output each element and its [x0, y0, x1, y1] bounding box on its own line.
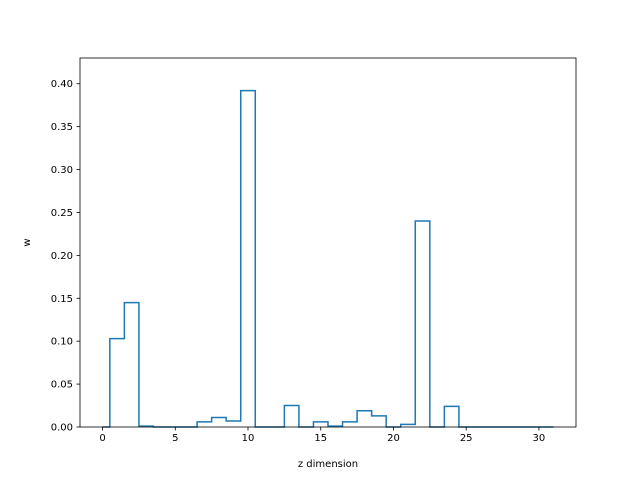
y-tick-label: 0.10 [51, 337, 73, 348]
y-axis-label: w [22, 238, 33, 246]
axes-frame [79, 57, 577, 428]
y-tick-label: 0.35 [51, 122, 73, 133]
x-tick-label: 15 [314, 433, 327, 444]
x-tick-label: 5 [172, 433, 178, 444]
y-tick-label: 0.30 [51, 165, 73, 176]
y-tick-label: 0.40 [51, 79, 73, 90]
x-tick-label: 25 [460, 433, 473, 444]
y-tick-label: 0.25 [51, 208, 73, 219]
x-axis: 0 5 10 15 20 25 30 [99, 427, 545, 444]
x-tick-label: 10 [242, 433, 255, 444]
x-axis-label: z dimension [298, 459, 358, 470]
y-tick-label: 0.15 [51, 294, 73, 305]
y-tick-label: 0.00 [51, 423, 73, 434]
y-tick-label: 0.05 [51, 380, 73, 391]
x-tick-label: 20 [387, 433, 400, 444]
x-tick-label: 0 [99, 433, 105, 444]
y-axis: 0.00 0.05 0.10 0.15 0.20 0.25 0.30 0.35 0.40 [51, 79, 80, 434]
y-tick-label: 0.20 [51, 251, 73, 262]
x-tick-label: 30 [533, 433, 546, 444]
